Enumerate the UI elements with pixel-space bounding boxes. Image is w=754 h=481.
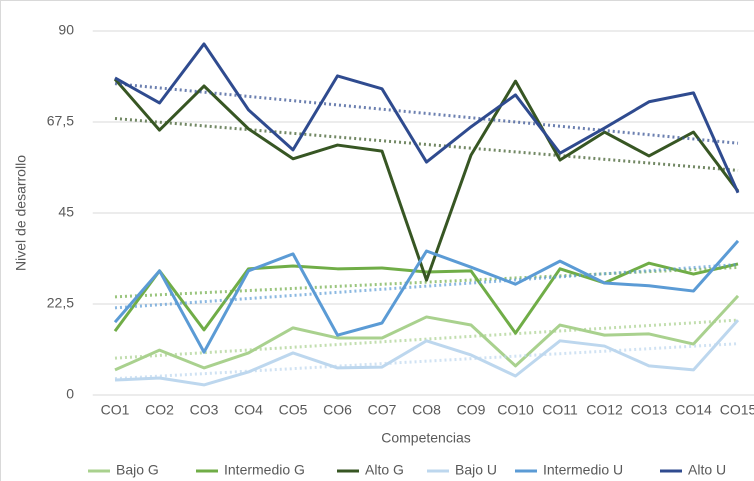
x-tick-label: CO11: [542, 402, 578, 418]
legend-label: Alto G: [365, 462, 404, 478]
legend-label: Intermedio G: [224, 462, 305, 478]
x-tick-label: CO9: [457, 402, 486, 418]
series-line: [113, 239, 740, 354]
trendline: [114, 82, 739, 145]
x-tick-label: CO4: [234, 402, 263, 418]
x-tick-label: CO12: [586, 402, 623, 418]
trendline: [114, 262, 739, 310]
x-tick-label: CO14: [675, 402, 712, 418]
trendline: [114, 342, 739, 381]
x-tick-label: CO8: [412, 402, 441, 418]
x-tick-label: CO15: [720, 402, 754, 418]
x-tick-label: CO6: [323, 402, 352, 418]
trendline: [114, 318, 739, 360]
x-tick-label: CO7: [368, 402, 397, 418]
y-tick-label: 22,5: [47, 295, 74, 311]
legend-label: Intermedio U: [543, 462, 623, 478]
trendline: [114, 116, 739, 172]
x-tick-label: CO5: [279, 402, 308, 418]
series-line: [113, 78, 740, 282]
x-axis-title: Competencias: [381, 430, 471, 446]
x-tick-label: CO1: [101, 402, 130, 418]
series-line: [114, 319, 740, 387]
y-tick-label: 90: [58, 22, 74, 38]
x-tick-label: CO3: [190, 402, 219, 418]
y-tick-label: 0: [66, 386, 74, 402]
x-tick-label: CO2: [145, 402, 174, 418]
series-line: [113, 261, 739, 335]
y-axis-title: Nivel de desarrollo: [13, 155, 29, 271]
legend-label: Bajo G: [116, 462, 159, 478]
legend-label: Bajo U: [455, 462, 497, 478]
trendline: [114, 265, 739, 299]
legend-label: Alto U: [688, 462, 726, 478]
series-line: [114, 294, 740, 372]
y-tick-label: 45: [58, 204, 74, 220]
x-tick-label: CO13: [631, 402, 668, 418]
series-line: [114, 42, 740, 194]
x-tick-label: CO10: [497, 402, 534, 418]
y-tick-label: 67,5: [47, 113, 74, 129]
